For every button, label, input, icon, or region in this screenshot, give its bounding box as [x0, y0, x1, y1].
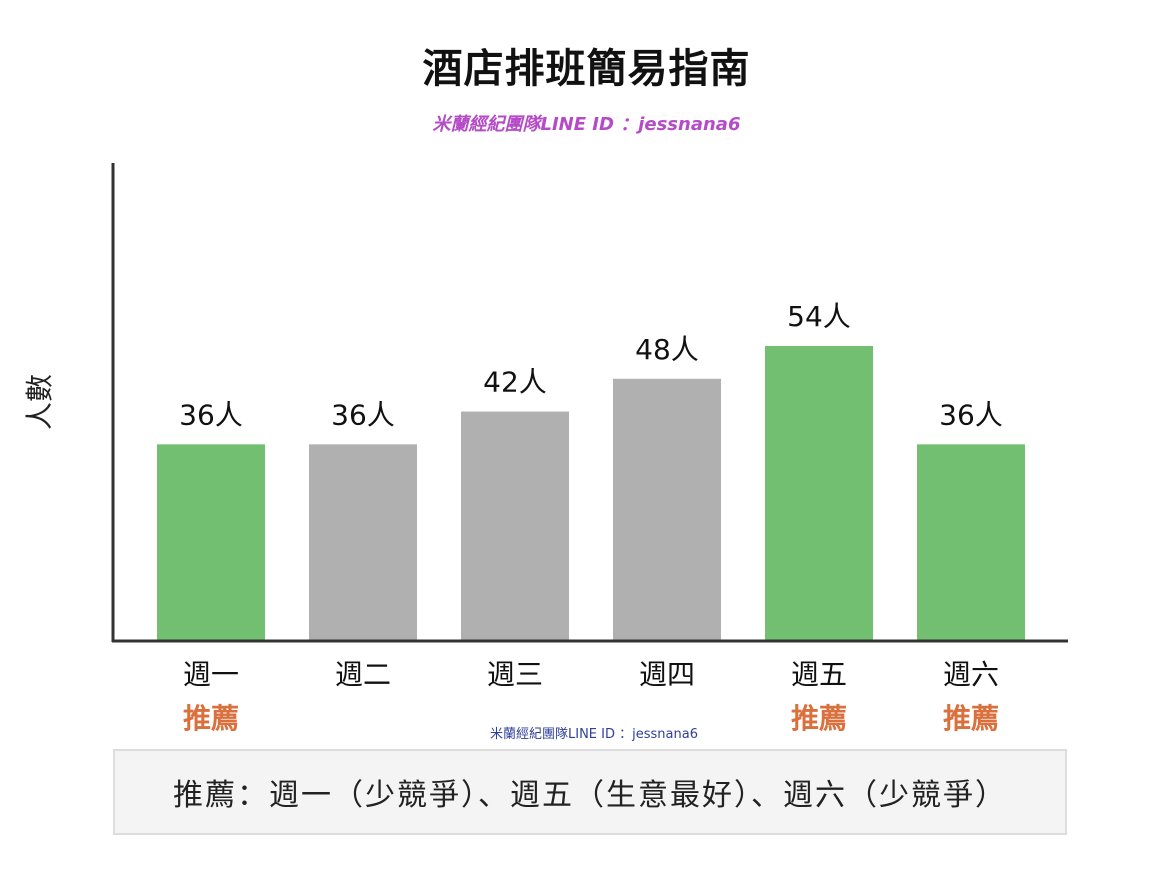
data-label: 36人: [331, 398, 395, 431]
bar: [613, 378, 721, 641]
chart-title: 酒店排班簡易指南: [422, 46, 751, 92]
recommend-label: 推薦: [183, 702, 239, 735]
x-tick-label: 週六: [943, 658, 999, 691]
bar: [917, 444, 1025, 641]
recommendation-note-box: 推薦：週一（少競爭）、週五（生意最好）、週六（少競爭）: [113, 749, 1067, 835]
x-tick-label: 週一: [183, 658, 239, 691]
recommendation-note: 推薦：週一（少競爭）、週五（生意最好）、週六（少競爭）: [173, 778, 1007, 813]
bar: [461, 411, 569, 641]
chart-subtitle: 米蘭經紀團隊LINE ID ：jessnana6: [432, 114, 741, 135]
watermark-text: 米蘭經紀團隊LINE ID ：jessnana6: [490, 727, 698, 742]
bar: [765, 346, 873, 641]
data-label: 36人: [179, 398, 243, 431]
bar: [157, 444, 265, 641]
x-tick-label: 週四: [639, 658, 695, 691]
x-tick-label: 週二: [335, 658, 391, 691]
recommend-label: 推薦: [943, 702, 999, 735]
recommend-label: 推薦: [791, 702, 847, 735]
x-tick-label: 週三: [487, 658, 543, 691]
data-label: 36人: [939, 398, 1003, 431]
bar: [309, 444, 417, 641]
data-label: 48人: [635, 333, 699, 366]
data-label: 54人: [787, 300, 851, 333]
x-tick-label: 週五: [791, 658, 847, 691]
data-label: 42人: [483, 366, 547, 399]
